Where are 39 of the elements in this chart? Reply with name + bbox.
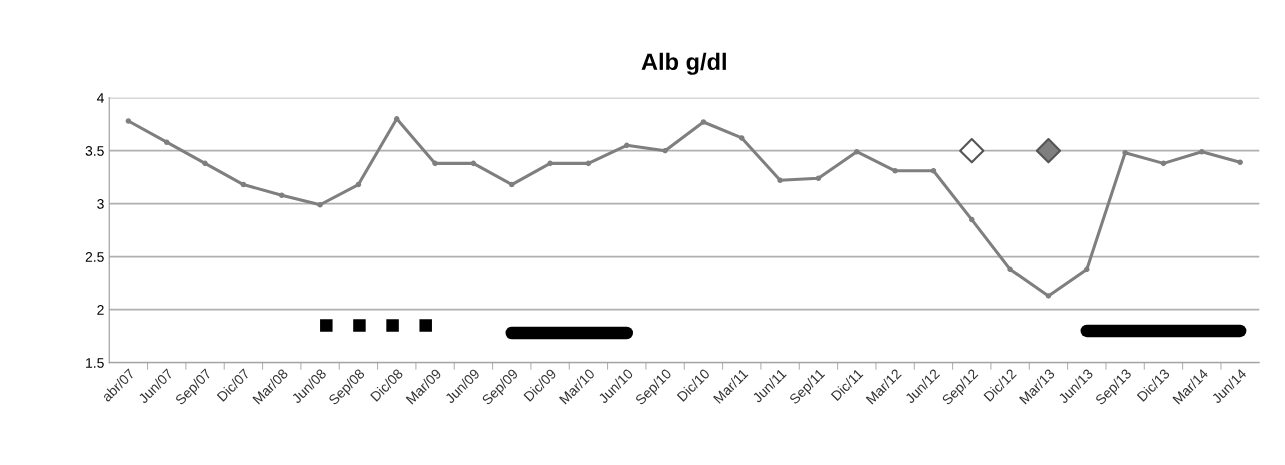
y-tick-label: 2	[97, 305, 104, 315]
point	[815, 175, 822, 182]
point	[1160, 160, 1167, 167]
point	[393, 116, 400, 122]
point	[1237, 159, 1243, 166]
point	[1122, 150, 1128, 156]
y-tick-label: 1.5	[86, 358, 104, 368]
point	[278, 192, 285, 198]
point	[1045, 293, 1052, 299]
point	[969, 216, 975, 223]
point	[547, 160, 553, 167]
y-tick-label: 3.5	[85, 145, 104, 156]
y-tick-label: 2.5	[85, 252, 104, 262]
point	[853, 148, 860, 155]
y-tick-label: 3	[97, 199, 104, 209]
point	[240, 181, 247, 188]
point	[1084, 266, 1090, 273]
point	[777, 177, 783, 184]
point	[1007, 266, 1013, 273]
point	[585, 160, 592, 167]
point	[432, 160, 438, 167]
point	[125, 118, 132, 124]
point	[623, 142, 630, 149]
point	[959, 138, 985, 164]
point	[662, 147, 668, 154]
point	[508, 181, 515, 188]
point	[700, 119, 707, 125]
point	[930, 168, 937, 174]
y-tick-label: 4	[96, 93, 104, 103]
point	[317, 201, 323, 208]
point	[892, 168, 898, 174]
point	[202, 160, 208, 167]
chart-title: Alb g/dl	[641, 52, 726, 75]
point	[1035, 138, 1062, 164]
point	[470, 160, 477, 167]
point	[738, 135, 745, 141]
point	[163, 139, 170, 145]
point	[1199, 148, 1205, 155]
point	[355, 181, 362, 188]
